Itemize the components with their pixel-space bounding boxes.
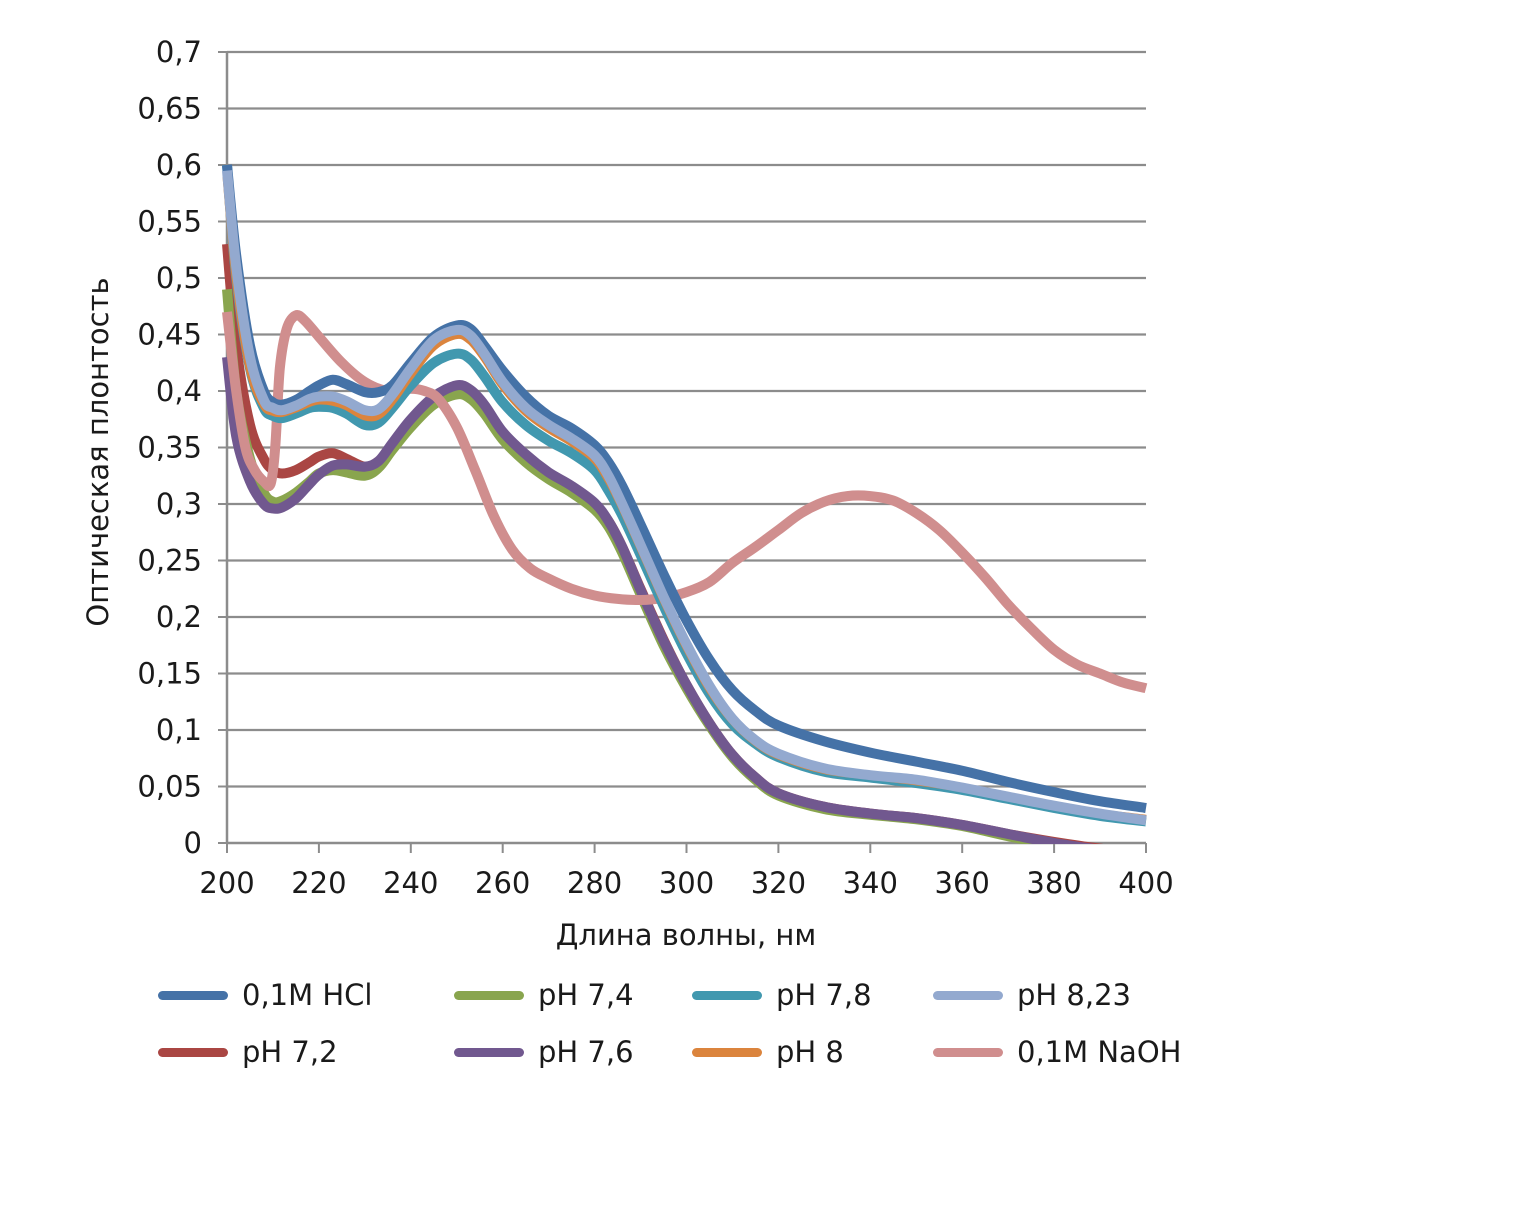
series-line-ph-7-6 <box>222 356 1095 844</box>
y-tick-label: 0,4 <box>156 374 202 408</box>
legend-item: pH 7,6 <box>454 1032 634 1072</box>
legend-swatch <box>158 990 228 1000</box>
legend-item: pH 7,4 <box>454 975 634 1015</box>
x-tick-label: 280 <box>567 866 622 900</box>
y-tick-label: 0 <box>184 826 202 860</box>
y-tick-label: 0,25 <box>137 544 202 578</box>
y-tick-label: 0,35 <box>137 431 202 465</box>
legend-swatch <box>692 990 762 1000</box>
legend-swatch <box>158 1047 228 1057</box>
legend-label: pH 7,8 <box>776 978 872 1012</box>
legend-item: pH 8 <box>692 1032 844 1072</box>
x-tick-label: 260 <box>475 866 530 900</box>
x-tick-label: 240 <box>383 866 438 900</box>
series-line-ph-7-2 <box>222 243 1104 844</box>
x-tick-label: 300 <box>659 866 714 900</box>
legend-label: pH 7,4 <box>538 978 634 1012</box>
series-line-ph-7-8 <box>222 164 1147 827</box>
legend-item: 0,1M NaOH <box>933 1032 1181 1072</box>
y-tick-label: 0,55 <box>137 205 202 239</box>
series-line-0-1m-naoh <box>222 310 1148 694</box>
x-axis-title: Длина волны, нм <box>556 918 817 952</box>
legend-item: pH 7,2 <box>158 1032 338 1072</box>
y-tick-label: 0,15 <box>137 657 202 691</box>
y-tick-label: 0,45 <box>137 318 202 352</box>
legend-label: 0,1M HCl <box>242 978 373 1012</box>
y-tick-label: 0,2 <box>156 600 202 634</box>
x-tick-label: 340 <box>843 866 898 900</box>
legend-swatch <box>454 990 524 1000</box>
y-tick-label: 0,65 <box>137 92 202 126</box>
x-tick-label: 360 <box>935 866 990 900</box>
y-tick-label: 0,6 <box>156 148 202 182</box>
x-axis-ticks: 200 220 240 260 280 300 320 340 360 380 400 <box>199 843 1174 900</box>
y-axis-ticks: 0 0,05 0,1 0,15 0,2 0,25 0,3 0,35 0,4 0,45 0,5 0,55… <box>137 35 227 860</box>
legend-item: pH 8,23 <box>933 975 1131 1015</box>
legend-swatch <box>933 990 1003 1000</box>
x-tick-label: 380 <box>1026 866 1081 900</box>
y-axis-title: Оптическая плонтость <box>81 277 115 626</box>
y-tick-label: 0,3 <box>156 487 202 521</box>
legend-item: pH 7,8 <box>692 975 872 1015</box>
series-line-0-1m-hcl <box>222 164 1147 813</box>
x-tick-label: 220 <box>291 866 346 900</box>
y-tick-label: 0,05 <box>137 770 202 804</box>
legend-label: 0,1M NaOH <box>1017 1035 1182 1069</box>
legend-swatch <box>933 1047 1003 1057</box>
series-line-ph-8 <box>222 175 1147 824</box>
y-tick-label: 0,1 <box>156 713 202 747</box>
legend-label: pH 7,2 <box>242 1035 338 1069</box>
x-tick-label: 320 <box>751 866 806 900</box>
x-tick-label: 200 <box>199 866 254 900</box>
series-line-ph-7-4 <box>222 288 1078 844</box>
plot-area <box>222 164 1148 844</box>
legend-label: pH 7,6 <box>538 1035 634 1069</box>
legend-swatch <box>454 1047 524 1057</box>
legend-label: pH 8,23 <box>1017 978 1132 1012</box>
gridlines <box>227 50 1146 788</box>
y-tick-label: 0,5 <box>156 261 202 295</box>
legend-item: 0,1M HCl <box>158 975 372 1015</box>
y-tick-label: 0,7 <box>156 35 202 69</box>
legend-swatch <box>692 1047 762 1057</box>
x-tick-label: 400 <box>1118 866 1173 900</box>
legend-label: pH 8 <box>776 1035 844 1069</box>
series-line-ph-8-23 <box>222 170 1147 826</box>
